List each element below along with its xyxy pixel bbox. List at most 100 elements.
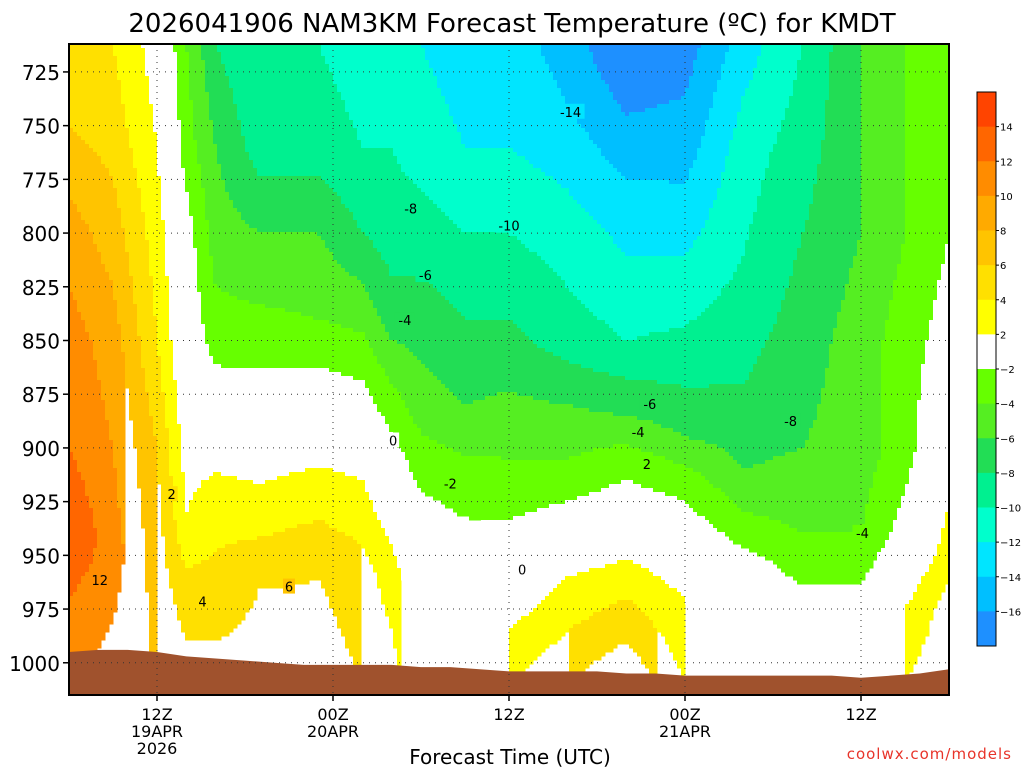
field-cell xyxy=(509,236,514,321)
field-cell xyxy=(617,336,622,377)
field-cell xyxy=(69,200,74,293)
field-cell xyxy=(161,44,166,221)
field-cell xyxy=(529,612,534,665)
field-cell xyxy=(613,484,618,565)
credit-text[interactable]: coolwx.com/models xyxy=(847,745,1012,763)
field-cell xyxy=(449,392,454,449)
field-cell xyxy=(73,300,78,461)
field-cell xyxy=(605,372,610,413)
field-cell xyxy=(789,452,794,529)
field-cell xyxy=(73,592,78,681)
field-cell xyxy=(677,500,682,593)
field-cell xyxy=(549,268,554,353)
field-cell xyxy=(713,44,718,93)
field-cell xyxy=(253,304,258,369)
field-cell xyxy=(677,44,682,101)
field-cell xyxy=(121,44,126,105)
field-cell xyxy=(681,596,686,681)
field-cell xyxy=(325,44,330,65)
field-cell xyxy=(577,456,582,497)
field-cell xyxy=(581,620,586,673)
field-cell xyxy=(201,480,206,561)
field-cell xyxy=(273,44,278,177)
field-cell xyxy=(413,276,418,357)
colorbar-swatch xyxy=(977,265,996,301)
field-cell xyxy=(73,460,78,593)
field-cell xyxy=(573,116,578,201)
field-cell xyxy=(429,284,434,373)
field-cell xyxy=(325,64,330,185)
x-tick-date: 2026 xyxy=(137,739,178,758)
field-cell xyxy=(73,204,78,301)
field-cell xyxy=(665,332,670,385)
field-cell xyxy=(709,304,714,385)
field-cell xyxy=(701,388,706,441)
field-cell xyxy=(645,488,650,569)
field-cell xyxy=(725,496,730,537)
field-cell xyxy=(105,272,110,421)
field-cell xyxy=(841,300,846,533)
field-cell xyxy=(297,368,302,473)
field-cell xyxy=(421,48,426,193)
field-cell xyxy=(301,44,306,177)
field-cell xyxy=(229,200,234,297)
field-cell xyxy=(317,320,322,369)
field-cell xyxy=(225,44,230,77)
contour-label-bg xyxy=(516,561,529,577)
contour-label-bg xyxy=(387,432,400,448)
field-cell xyxy=(357,380,362,481)
field-cell xyxy=(429,44,434,69)
contour-labels: -14 -8 -10 -6 -4 -6 -4 -8 0 -2 2 -4 0 2 4 6 12 xyxy=(89,103,873,611)
field-cell xyxy=(573,456,578,501)
field-cell xyxy=(729,500,734,541)
field-cell xyxy=(369,348,374,397)
field-cell xyxy=(601,372,606,413)
field-cell xyxy=(537,604,542,657)
field-cell xyxy=(453,124,458,225)
field-cell xyxy=(129,148,134,277)
field-cell xyxy=(649,420,654,453)
field-cell xyxy=(765,460,770,517)
field-cell xyxy=(645,256,650,337)
field-cell xyxy=(857,532,862,585)
field-cell xyxy=(689,440,694,469)
field-cell xyxy=(189,216,194,501)
field-cell xyxy=(265,368,270,481)
field-cell xyxy=(105,168,110,273)
field-cell xyxy=(573,576,578,625)
field-cell xyxy=(169,476,174,589)
field-cell xyxy=(897,508,902,625)
field-cell xyxy=(649,620,654,677)
field-cell xyxy=(397,276,402,345)
field-cell xyxy=(797,532,802,585)
field-cell xyxy=(265,308,270,369)
field-cell xyxy=(341,100,346,205)
field-cell xyxy=(229,88,234,201)
field-cell xyxy=(361,380,366,481)
field-cell xyxy=(721,448,726,493)
contour-label: -4 xyxy=(394,312,415,329)
field-cell xyxy=(625,600,630,645)
field-cell xyxy=(661,44,666,105)
field-cell xyxy=(913,592,918,665)
field-cell xyxy=(81,44,86,141)
field-cell xyxy=(325,248,330,321)
field-cell xyxy=(777,312,782,457)
field-cell xyxy=(393,340,398,389)
field-cell xyxy=(421,192,426,277)
field-cell xyxy=(577,204,582,301)
field-cell xyxy=(305,524,310,585)
field-cell xyxy=(181,472,186,561)
field-cell xyxy=(493,396,498,457)
field-cell xyxy=(437,44,442,89)
field-cell xyxy=(693,60,698,161)
field-cell xyxy=(589,140,594,217)
field-cell xyxy=(301,368,306,473)
field-cell xyxy=(605,412,610,449)
field-cell xyxy=(589,568,594,617)
field-cell xyxy=(285,44,290,177)
field-cell xyxy=(569,292,574,365)
field-cell xyxy=(373,512,378,573)
field-cell xyxy=(789,96,794,277)
field-cell xyxy=(861,524,866,581)
